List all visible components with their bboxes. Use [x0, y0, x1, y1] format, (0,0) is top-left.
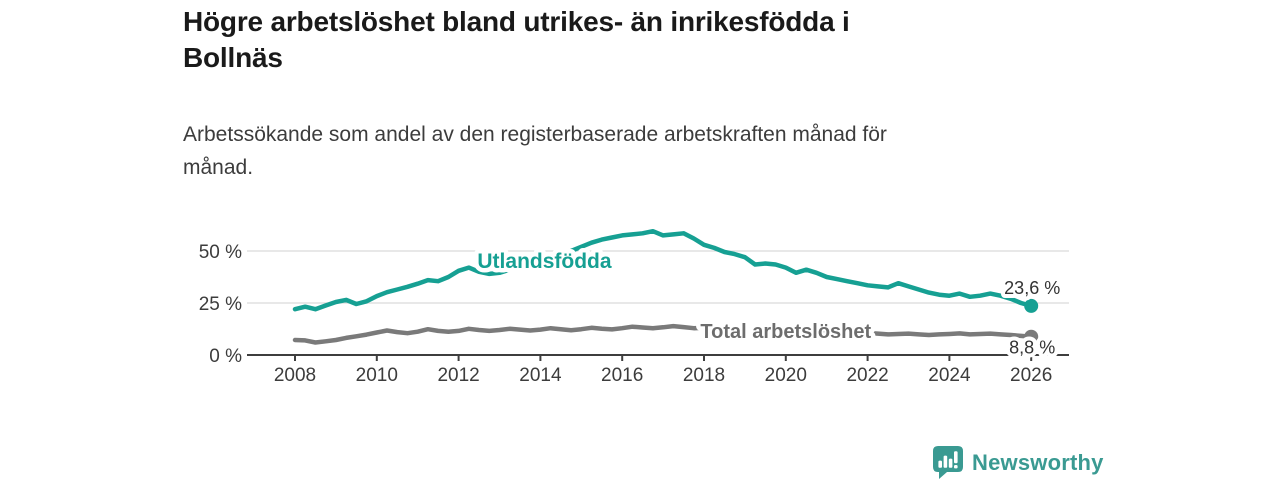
newsworthy-logo-icon	[933, 446, 963, 479]
end-dot-total-arbetsl-shet	[1024, 329, 1039, 344]
x-tick-label: 2014	[519, 365, 562, 386]
x-tick-label: 2024	[928, 365, 971, 386]
x-tick-label: 2020	[765, 365, 807, 386]
end-value-label-total-arbetsl-shet: 8,8 %	[1009, 338, 1055, 358]
brand-footer: Newsworthy	[933, 446, 1104, 479]
x-tick-label: 2010	[356, 365, 398, 386]
line-chart-canvas: 0 % 25 % 50 % 2008 2010 2012 2014 2016 2018 2020 2…	[199, 228, 1069, 386]
line-chart: 0 % 25 % 50 % 2008 2010 2012 2014 2016 2018 2020 2…	[180, 210, 1100, 400]
end-dot-utlandsf-dda	[1024, 298, 1039, 313]
x-tick-label: 2018	[683, 365, 725, 386]
x-tick-label: 2026	[1010, 365, 1052, 386]
brand-name: Newsworthy	[972, 449, 1104, 475]
series-label-utlandsf-dda: Utlandsfödda	[477, 250, 611, 273]
chart-title: Högre arbetslöshet bland utrikes- än inr…	[183, 6, 850, 73]
x-tick-label: 2012	[437, 365, 479, 386]
x-tick-label: 2022	[846, 365, 888, 386]
y-axis-label: 25 %	[199, 294, 242, 315]
series-line-total-arbetsl-shet	[292, 323, 1034, 345]
x-tick-label: 2008	[274, 365, 316, 386]
chart-subtitle: Arbetssökande som andel av den registerb…	[183, 123, 887, 179]
x-tick-label: 2016	[601, 365, 643, 386]
series-label-total-arbetsl-shet: Total arbetslöshet	[700, 321, 871, 343]
y-axis-label: 50 %	[199, 242, 242, 263]
end-value-label-utlandsf-dda: 23,6 %	[1004, 278, 1060, 298]
y-axis-label: 0 %	[209, 346, 242, 367]
series-line-utlandsf-dda	[292, 228, 1034, 312]
